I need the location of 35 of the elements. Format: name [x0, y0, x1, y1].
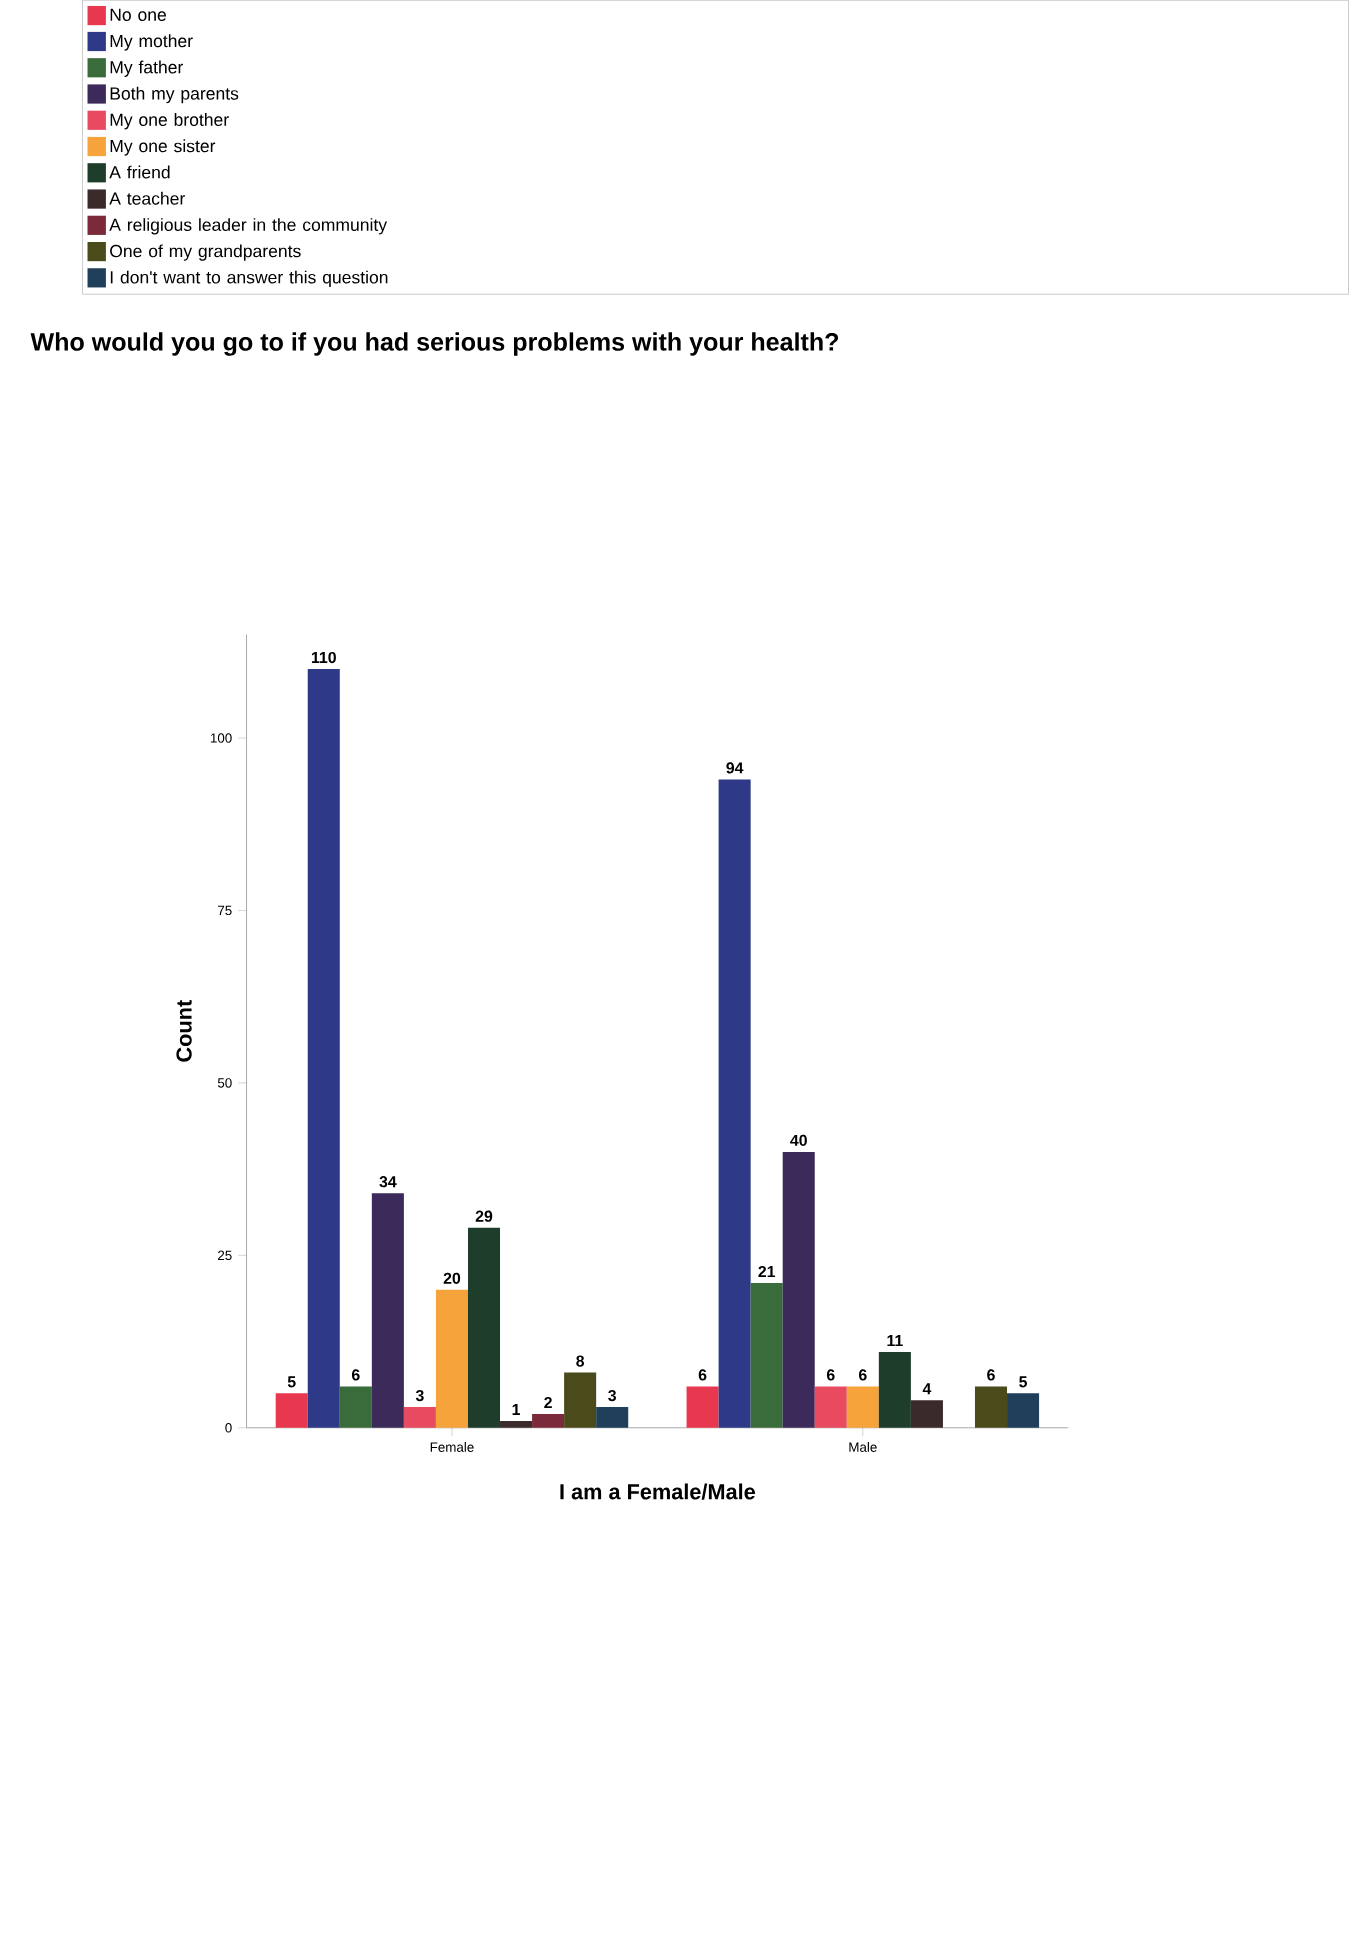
bar [499, 1420, 532, 1428]
legend-label: My mother [110, 34, 193, 51]
bar [563, 1372, 596, 1428]
chart-title: Who would you go to if you had serious problems with your health? [30, 332, 838, 356]
legend-label: A friend [109, 165, 170, 179]
bar [435, 1289, 468, 1428]
bar [686, 1386, 719, 1428]
bar [718, 779, 751, 1428]
legend-label: No one [110, 8, 166, 21]
legend-label: Both my parents [110, 86, 239, 104]
bar [1006, 1393, 1039, 1428]
bar [403, 1407, 436, 1428]
bar [467, 1227, 500, 1428]
legend-label: A religious leader in the community [109, 218, 387, 235]
bar [878, 1351, 911, 1428]
bar [814, 1386, 847, 1428]
bar [846, 1386, 879, 1428]
bar [307, 669, 340, 1428]
bar [371, 1193, 404, 1428]
legend-label: A teacher [109, 191, 185, 205]
bar [750, 1282, 783, 1428]
bar [339, 1386, 372, 1428]
bar [782, 1151, 815, 1428]
legend-label: My father [110, 60, 183, 77]
bar [595, 1407, 629, 1428]
bar [275, 1393, 308, 1428]
bar [910, 1400, 943, 1428]
legend-label: I don't want to answer this question [110, 270, 388, 287]
x-axis-title: I am a Female/Male [560, 1483, 755, 1500]
legend-label: My one sister [110, 139, 215, 156]
bar [974, 1386, 1007, 1428]
bar [531, 1413, 564, 1428]
y-axis-title: Count [176, 1000, 192, 1062]
legend-label: My one brother [110, 113, 229, 130]
legend-label: One of my grandparents [109, 244, 301, 261]
